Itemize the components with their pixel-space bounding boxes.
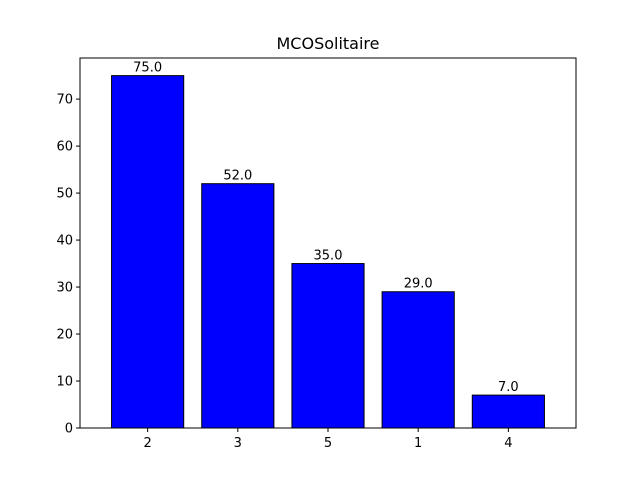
y-tick-label: 70 [56,93,73,108]
bar [471,394,545,429]
y-tick-label: 40 [56,234,73,249]
bar-value-label: 29.0 [404,277,433,292]
bar-value-label: 52.0 [223,169,252,184]
bar-value-label: 35.0 [314,249,343,264]
y-tick-label: 0 [65,422,73,437]
axes-frame [79,57,577,429]
y-tick-label: 30 [56,281,73,296]
bar [291,263,365,429]
x-tick-label: 4 [504,436,512,451]
plot-area: 0 10 20 30 40 50 60 70 75.0 2 52.0 3 35.0 5 29.0 1 7.0 4 [56,61,545,451]
bar [111,75,185,429]
bar [381,291,455,429]
bar [201,183,275,429]
x-tick-label: 2 [143,436,151,451]
y-tick-label: 20 [56,328,73,343]
y-tick-label: 50 [56,187,73,202]
chart-title: MCOSolitaire [277,34,380,53]
bar-value-label: 75.0 [133,61,162,76]
x-tick-label: 5 [324,436,332,451]
bar-value-label: 7.0 [498,380,519,395]
y-tick-label: 10 [56,375,73,390]
x-tick-label: 1 [414,436,422,451]
y-tick-label: 60 [56,140,73,155]
x-tick-label: 3 [234,436,242,451]
